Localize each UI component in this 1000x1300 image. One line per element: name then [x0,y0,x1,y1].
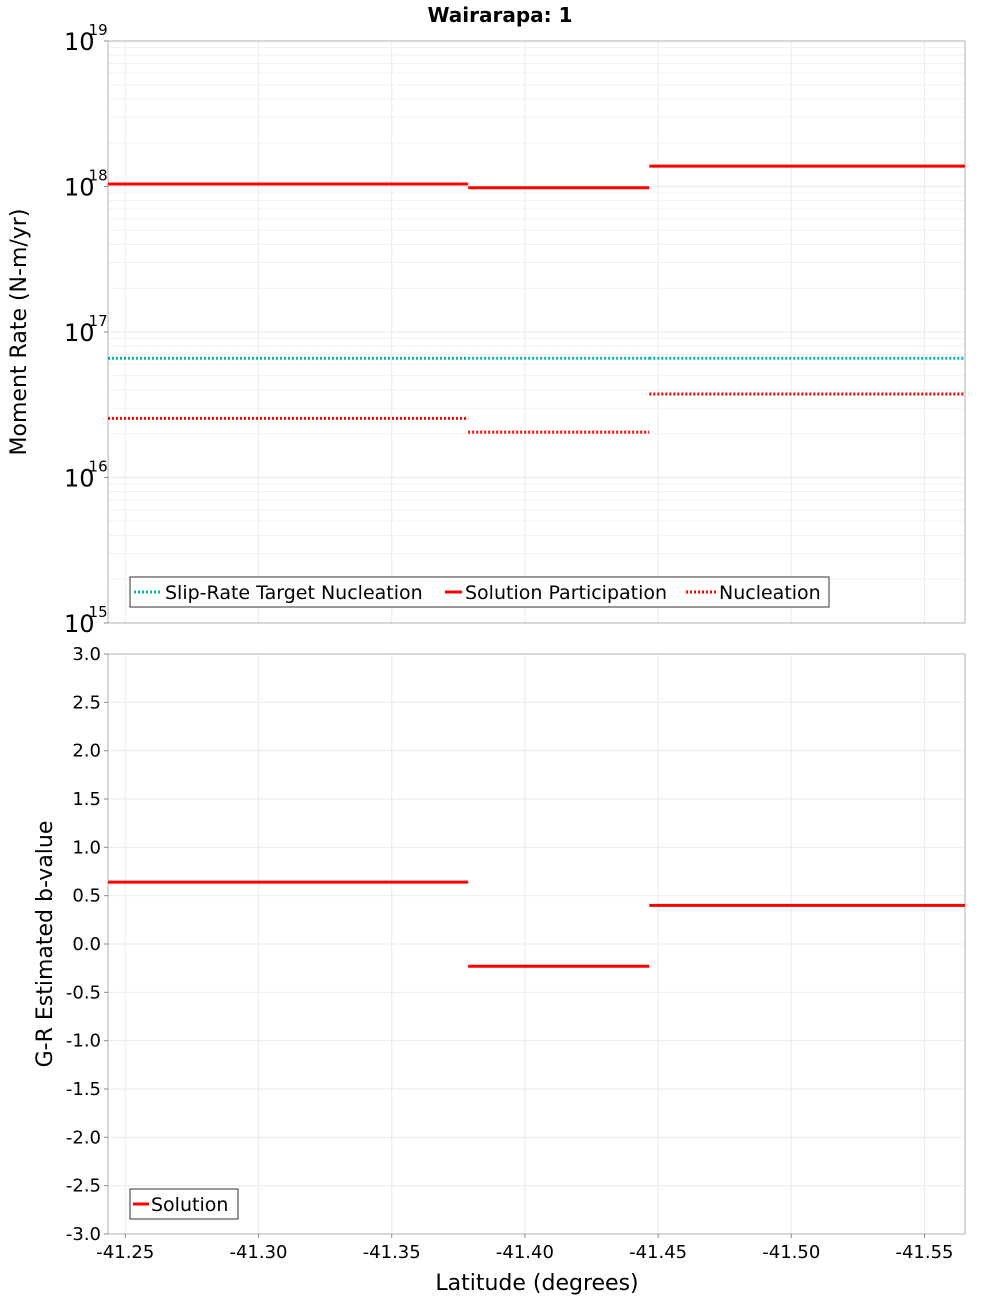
y-tick-exponent: 19 [89,21,108,39]
moment-rate-grid [108,41,965,624]
y-tick-exponent: 18 [89,167,108,185]
y-tick-label: -0.5 [66,982,101,1003]
y-tick-label: 0.5 [72,886,101,907]
y-tick-base: 10 [64,174,95,202]
legend-label-nucleation: Nucleation [719,582,821,604]
y-tick-base: 10 [64,465,95,493]
y-tick-label: 0.0 [72,934,101,955]
moment-rate-legend: Slip-Rate Target Nucleation Solution Par… [129,576,830,608]
b-value-panel: 3.0 2.5 2.0 1.5 1.0 0.5 0.0 -0.5 -1.0 -1.5 -2.0 -2.… [33,644,966,1296]
y-tick-label: -2.5 [66,1176,101,1197]
y-tick-label: 1017 [64,312,108,347]
b-value-grid [108,653,965,1235]
y-tick-label: 3.0 [72,644,101,665]
y-tick-label: 1016 [64,458,108,493]
legend-label-solution-participation: Solution Participation [465,582,667,604]
x-tick-label: -41.55 [895,1242,953,1263]
x-tick-label: -41.25 [96,1242,154,1263]
y-tick-label: 2.5 [72,692,101,713]
y-tick-label: 1015 [64,603,108,638]
y-tick-label: -2.0 [66,1127,101,1148]
x-axis-label: Latitude (degrees) [435,1271,638,1296]
x-tick-label: -41.30 [229,1242,287,1263]
b-value-series [108,880,965,968]
y-tick-label: 1018 [64,167,108,202]
y-tick-base: 10 [64,28,95,56]
moment-rate-legend-box [129,576,830,608]
x-tick-label: -41.40 [496,1242,554,1263]
b-value-legend: Solution [129,1188,239,1220]
y-tick-exponent: 17 [89,312,108,330]
legend-label-solution: Solution [151,1194,228,1216]
moment-rate-y-axis-label: Moment Rate (N-m/yr) [7,209,32,456]
chart-title: Wairarapa: 1 [427,3,572,27]
legend-label-slip-rate-target: Slip-Rate Target Nucleation [165,582,423,604]
y-tick-label: 1.0 [72,837,101,858]
x-tick-label: -41.50 [762,1242,820,1263]
y-tick-label: -3.0 [66,1224,101,1245]
y-tick-label: 2.0 [72,741,101,762]
latitude-x-ticks: -41.25 -41.30 -41.35 -41.40 -41.45 -41.50 -41.… [96,1234,954,1263]
y-tick-base: 10 [64,319,95,347]
x-tick-label: -41.45 [629,1242,687,1263]
y-tick-label: -1.0 [66,1031,101,1052]
b-value-y-axis-label: G-R Estimated b-value [33,821,58,1068]
x-tick-label: -41.35 [363,1242,421,1263]
b-value-y-ticks: 3.0 2.5 2.0 1.5 1.0 0.5 0.0 -0.5 -1.0 -1.5 -2.0 -2.… [66,644,108,1245]
moment-rate-series [108,164,965,434]
y-tick-exponent: 16 [89,458,108,476]
y-tick-label: -1.5 [66,1079,101,1100]
y-tick-label: 1019 [64,21,108,56]
y-tick-base: 10 [64,610,95,638]
y-tick-exponent: 15 [89,603,108,621]
y-tick-label: 1.5 [72,789,101,810]
